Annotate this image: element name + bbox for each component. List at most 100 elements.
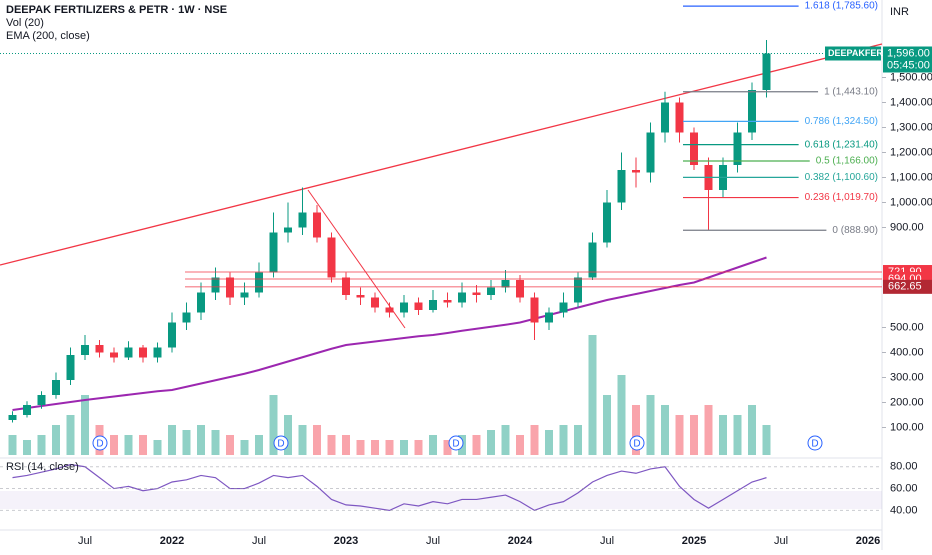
chart-title: DEEPAK FERTILIZERS & PETR · 1W · NSE bbox=[6, 4, 227, 16]
rsi-tick-label: 40.00 bbox=[890, 504, 918, 516]
volume-bar bbox=[8, 435, 17, 455]
candle-body bbox=[632, 170, 640, 173]
volume-bar bbox=[52, 425, 60, 455]
candle-body bbox=[182, 312, 191, 323]
volume-bar bbox=[269, 395, 278, 455]
volume-bar bbox=[153, 440, 162, 455]
volume-bar bbox=[661, 405, 669, 455]
y-tick-label: 500.00 bbox=[890, 321, 924, 333]
candle-body bbox=[530, 297, 539, 323]
volume-bar bbox=[23, 440, 31, 455]
x-tick-label: Jul bbox=[600, 535, 614, 547]
candle-body bbox=[66, 355, 75, 380]
volume-bar bbox=[110, 435, 118, 455]
volume-bar bbox=[414, 440, 423, 455]
candle-body bbox=[646, 132, 655, 173]
candle-body bbox=[443, 300, 452, 303]
dividend-marker[interactable] bbox=[629, 435, 645, 451]
x-tick-label: Jul bbox=[252, 535, 266, 547]
symbol-tag bbox=[825, 46, 881, 61]
candle-body bbox=[371, 297, 379, 308]
y-tick-label: 900.00 bbox=[890, 221, 924, 233]
volume-bar bbox=[603, 395, 611, 455]
candle-body bbox=[733, 132, 742, 165]
level-label: 662.65 bbox=[888, 281, 922, 293]
dividend-markers: D D D D D bbox=[92, 435, 823, 451]
x-tick-label: 2025 bbox=[682, 535, 706, 547]
volume-bar bbox=[124, 435, 133, 455]
volume-bar bbox=[690, 415, 698, 455]
volume-bar bbox=[487, 430, 495, 455]
volume-bar bbox=[371, 440, 379, 455]
volume-bar bbox=[284, 415, 292, 455]
fib-label: 1 (1,443.10) bbox=[824, 86, 878, 97]
volume-bar bbox=[168, 425, 176, 455]
candle-body bbox=[139, 347, 147, 358]
candle-body bbox=[124, 347, 133, 358]
candle-body bbox=[516, 280, 524, 298]
dividend-label: D bbox=[811, 439, 818, 450]
dividend-marker[interactable] bbox=[92, 435, 108, 451]
trendline bbox=[0, 43, 883, 266]
candle-body bbox=[603, 202, 611, 243]
volume-bar bbox=[81, 395, 89, 455]
candle-body bbox=[661, 102, 669, 133]
volume-bar bbox=[327, 435, 336, 455]
candle-body bbox=[472, 292, 481, 295]
volume-bar bbox=[719, 415, 727, 455]
dividend-label: D bbox=[96, 439, 103, 450]
candle-body bbox=[487, 287, 495, 295]
volume-bar bbox=[733, 415, 742, 455]
candle-body bbox=[168, 322, 176, 348]
countdown-label: 05:45:00 bbox=[887, 59, 930, 71]
candle-body bbox=[429, 300, 437, 310]
volume-bar bbox=[429, 435, 437, 455]
price-label: 1,596.00 bbox=[887, 47, 930, 59]
candle-body bbox=[617, 170, 626, 203]
x-tick-label: 2022 bbox=[160, 535, 184, 547]
y-tick-label: 200.00 bbox=[890, 396, 924, 408]
dividend-marker[interactable] bbox=[448, 435, 464, 451]
candle-body bbox=[284, 227, 292, 233]
rsi-tick-label: 80.00 bbox=[890, 461, 918, 473]
volume-bar bbox=[226, 435, 234, 455]
fib-label: 0.382 (1,100.60) bbox=[805, 172, 878, 183]
candle-body bbox=[197, 292, 205, 313]
volume-bar bbox=[37, 435, 46, 455]
y-tick-label: 1,100.00 bbox=[890, 171, 932, 183]
y-tick-label: 1,300.00 bbox=[890, 121, 932, 133]
y-tick-label: 400.00 bbox=[890, 346, 924, 358]
volume-bar bbox=[255, 435, 263, 455]
dividend-marker[interactable] bbox=[807, 435, 823, 451]
volume-bar bbox=[762, 425, 771, 455]
y-tick-label: 100.00 bbox=[890, 421, 924, 433]
level-tag bbox=[883, 279, 932, 294]
fib-label: 1.618 (1,785.60) bbox=[805, 1, 878, 12]
symbol-label: DEEPAKFERT bbox=[828, 48, 889, 58]
x-tick-label: 2023 bbox=[334, 535, 358, 547]
volume-bar bbox=[588, 335, 597, 455]
candle-body bbox=[37, 395, 46, 405]
rsi-line bbox=[12, 463, 767, 512]
indicator-label: Vol (20) bbox=[6, 17, 44, 29]
candle-body bbox=[153, 347, 162, 358]
volume-bar bbox=[342, 435, 350, 455]
volume-bar bbox=[748, 405, 756, 455]
volume-bar bbox=[298, 425, 307, 455]
candle-body bbox=[400, 302, 408, 313]
y-tick-label: 300.00 bbox=[890, 371, 924, 383]
volume-bar bbox=[574, 425, 582, 455]
candle-body bbox=[574, 277, 582, 303]
y-tick-label: 1,200.00 bbox=[890, 146, 932, 158]
volume-bar bbox=[646, 395, 655, 455]
candle-body bbox=[269, 232, 278, 273]
fib-label: 0 (888.90) bbox=[832, 225, 878, 236]
candle-body bbox=[255, 272, 263, 293]
candle-body bbox=[298, 212, 307, 228]
volume-bar bbox=[559, 425, 568, 455]
dividend-marker[interactable] bbox=[273, 435, 289, 451]
candle-body bbox=[8, 415, 17, 420]
volume-bar bbox=[545, 430, 553, 455]
volume-bar bbox=[211, 430, 220, 455]
